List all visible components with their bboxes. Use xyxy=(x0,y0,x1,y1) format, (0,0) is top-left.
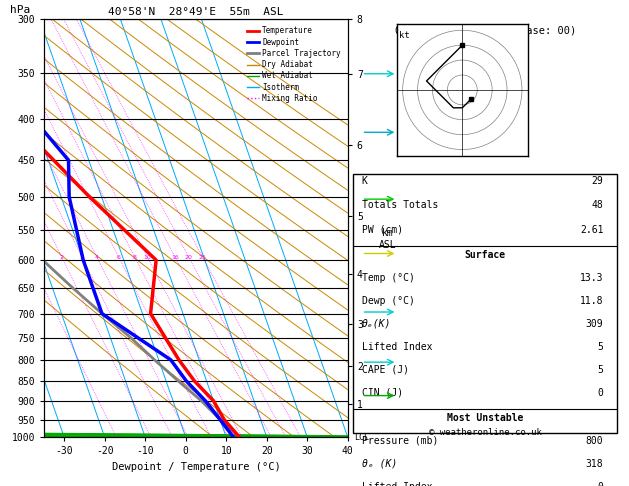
Text: Dewp (°C): Dewp (°C) xyxy=(362,295,415,306)
Text: θₑ (K): θₑ (K) xyxy=(362,459,397,469)
Text: 8: 8 xyxy=(133,255,136,260)
Text: 6: 6 xyxy=(117,255,121,260)
Text: 10: 10 xyxy=(143,255,152,260)
Text: Lifted Index: Lifted Index xyxy=(362,482,432,486)
Text: 11.8: 11.8 xyxy=(580,295,603,306)
Text: 0: 0 xyxy=(598,388,603,398)
Text: 13.3: 13.3 xyxy=(580,273,603,283)
Text: CAPE (J): CAPE (J) xyxy=(362,364,409,375)
Text: 3: 3 xyxy=(80,255,84,260)
Text: θₑ(K): θₑ(K) xyxy=(362,319,391,329)
Text: Lifted Index: Lifted Index xyxy=(362,342,432,352)
Text: 4: 4 xyxy=(95,255,99,260)
Title: 40°58'N  28°49'E  55m  ASL: 40°58'N 28°49'E 55m ASL xyxy=(108,7,284,17)
Text: Most Unstable: Most Unstable xyxy=(447,413,523,423)
Text: 2.61: 2.61 xyxy=(580,225,603,235)
Text: © weatheronline.co.uk: © weatheronline.co.uk xyxy=(429,428,542,437)
Text: 2: 2 xyxy=(60,255,64,260)
Text: 48: 48 xyxy=(592,200,603,210)
Text: 20: 20 xyxy=(185,255,192,260)
Text: Pressure (mb): Pressure (mb) xyxy=(362,436,438,446)
Text: 0: 0 xyxy=(598,482,603,486)
Text: 309: 309 xyxy=(586,319,603,329)
Text: Surface: Surface xyxy=(465,250,506,260)
Text: kt: kt xyxy=(399,31,410,40)
Text: LCL: LCL xyxy=(354,433,369,442)
Y-axis label: hPa: hPa xyxy=(9,5,30,15)
Text: 16: 16 xyxy=(171,255,179,260)
Text: 318: 318 xyxy=(586,459,603,469)
Text: 5: 5 xyxy=(598,364,603,375)
Text: CIN (J): CIN (J) xyxy=(362,388,403,398)
Text: 01.05.2024  06GMT  (Base: 00): 01.05.2024 06GMT (Base: 00) xyxy=(394,26,576,35)
Text: PW (cm): PW (cm) xyxy=(362,225,403,235)
Text: Temp (°C): Temp (°C) xyxy=(362,273,415,283)
Legend: Temperature, Dewpoint, Parcel Trajectory, Dry Adiabat, Wet Adiabat, Isotherm, Mi: Temperature, Dewpoint, Parcel Trajectory… xyxy=(244,23,344,106)
Text: K: K xyxy=(362,176,367,186)
Text: Totals Totals: Totals Totals xyxy=(362,200,438,210)
Text: 800: 800 xyxy=(586,436,603,446)
X-axis label: Dewpoint / Temperature (°C): Dewpoint / Temperature (°C) xyxy=(111,462,281,472)
Y-axis label: km
ASL: km ASL xyxy=(379,228,396,250)
Text: 25: 25 xyxy=(199,255,206,260)
Text: 5: 5 xyxy=(598,342,603,352)
Text: 29: 29 xyxy=(592,176,603,186)
